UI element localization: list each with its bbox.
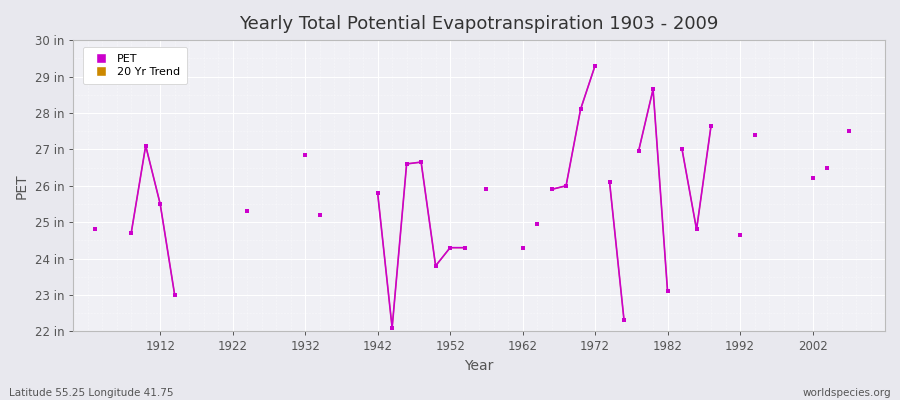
Point	[820, 164, 834, 171]
Point	[616, 317, 631, 324]
X-axis label: Year: Year	[464, 359, 494, 373]
Point	[747, 132, 761, 138]
Point	[240, 208, 255, 214]
Point	[312, 212, 327, 218]
Point	[559, 182, 573, 189]
Point	[661, 288, 675, 294]
Point	[139, 142, 153, 149]
Point	[124, 230, 139, 236]
Point	[806, 175, 820, 182]
Point	[516, 244, 530, 251]
Point	[479, 186, 493, 193]
Point	[632, 148, 646, 154]
Point	[602, 179, 616, 185]
Point	[414, 159, 428, 165]
Point	[167, 292, 182, 298]
Point	[88, 226, 103, 233]
Point	[573, 106, 588, 112]
Point	[646, 86, 661, 92]
Point	[733, 232, 747, 238]
Point	[544, 186, 559, 193]
Text: Latitude 55.25 Longitude 41.75: Latitude 55.25 Longitude 41.75	[9, 388, 174, 398]
Point	[428, 263, 443, 269]
Point	[457, 244, 472, 251]
Point	[530, 221, 544, 227]
Point	[385, 324, 400, 331]
Point	[675, 146, 689, 152]
Point	[371, 190, 385, 196]
Y-axis label: PET: PET	[15, 173, 29, 198]
Point	[400, 161, 414, 167]
Point	[588, 62, 602, 69]
Legend: PET, 20 Yr Trend: PET, 20 Yr Trend	[83, 47, 187, 84]
Point	[689, 226, 704, 233]
Text: worldspecies.org: worldspecies.org	[803, 388, 891, 398]
Point	[298, 152, 312, 158]
Point	[704, 122, 718, 129]
Point	[443, 244, 457, 251]
Title: Yearly Total Potential Evapotranspiration 1903 - 2009: Yearly Total Potential Evapotranspiratio…	[239, 15, 719, 33]
Point	[153, 201, 167, 207]
Point	[842, 128, 856, 134]
